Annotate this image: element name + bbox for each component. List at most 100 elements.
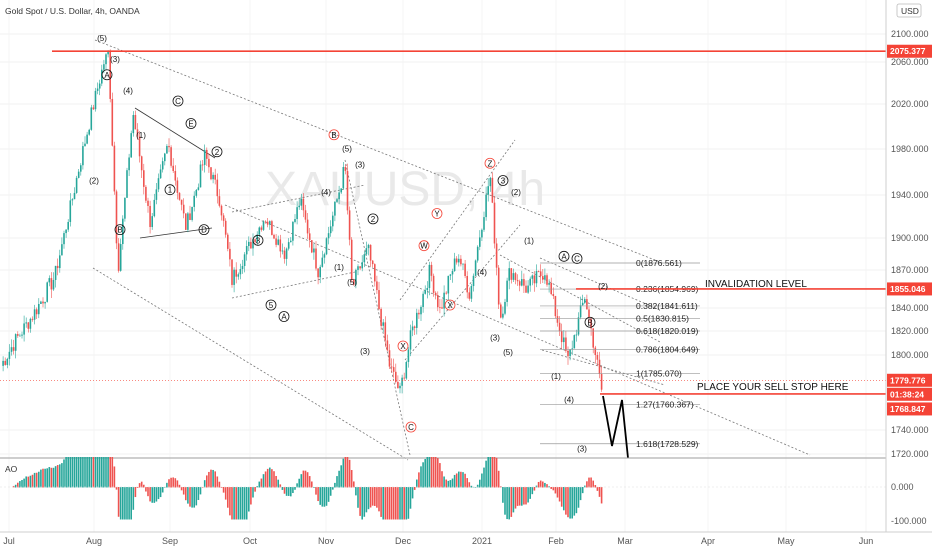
ao-bar bbox=[437, 458, 439, 488]
ao-bar bbox=[600, 487, 603, 504]
candle-body bbox=[525, 285, 527, 293]
candle-body bbox=[533, 275, 536, 284]
candle-body bbox=[48, 278, 51, 283]
price-tag-last-bg bbox=[887, 373, 932, 387]
time-axis[interactable]: Jul Aug Sep Oct Nov Dec 2021 Feb Mar Apr May Jun bbox=[3, 536, 873, 546]
candle-body bbox=[229, 248, 231, 260]
ao-bar bbox=[376, 487, 378, 508]
candle-body bbox=[14, 334, 17, 351]
ao-bar bbox=[565, 487, 567, 515]
ao-bar bbox=[69, 457, 72, 488]
ao-bar bbox=[502, 487, 504, 503]
wave-label: (3) bbox=[360, 347, 370, 356]
candle-body bbox=[544, 275, 546, 280]
wave-label-circle bbox=[497, 175, 509, 186]
ao-bar bbox=[533, 487, 536, 491]
candle-body bbox=[579, 305, 582, 318]
wave-label: 2 bbox=[371, 215, 376, 224]
candle-body bbox=[323, 254, 326, 258]
candle-body bbox=[212, 174, 214, 180]
candle-body bbox=[82, 146, 84, 166]
wave-label: (1) bbox=[334, 263, 344, 272]
candle-body bbox=[319, 266, 321, 278]
candle-body bbox=[6, 358, 9, 365]
candle-body bbox=[224, 220, 227, 235]
ao-bar bbox=[365, 487, 368, 513]
price-axis[interactable]: 2100.000 2060.000 2020.000 1980.000 1940.000… bbox=[891, 29, 929, 459]
candle-body bbox=[134, 114, 137, 130]
candle-body bbox=[552, 294, 555, 297]
time-tick-label: Aug bbox=[86, 536, 102, 546]
candle-body bbox=[380, 308, 382, 326]
price-tag-countdown-bg bbox=[887, 387, 932, 401]
ao-bar bbox=[388, 487, 391, 520]
candle-body bbox=[571, 348, 573, 350]
ao-bar bbox=[277, 479, 279, 488]
candle-body bbox=[296, 207, 298, 220]
price-tag-level-bg bbox=[887, 282, 932, 296]
ao-bar bbox=[359, 487, 361, 516]
ao-bar bbox=[75, 457, 78, 488]
ao-bar bbox=[306, 472, 309, 488]
ao-bar bbox=[126, 487, 128, 520]
ao-bar bbox=[544, 482, 546, 488]
wave-label: 5 bbox=[269, 301, 274, 310]
candle-body bbox=[426, 287, 429, 291]
candle-body bbox=[445, 292, 447, 294]
candle-body bbox=[382, 322, 384, 326]
ao-bar bbox=[260, 478, 263, 488]
candle-body bbox=[512, 273, 515, 280]
candle-body bbox=[308, 233, 311, 241]
ao-bar bbox=[59, 464, 61, 488]
currency-button[interactable] bbox=[896, 3, 922, 18]
ao-bar bbox=[56, 465, 59, 488]
candle-body bbox=[374, 264, 376, 282]
ao-bar bbox=[313, 487, 315, 488]
candle-body bbox=[40, 301, 42, 304]
ao-bar bbox=[262, 474, 265, 488]
ao-bar bbox=[489, 457, 492, 488]
ao-bar bbox=[416, 479, 418, 488]
candle-body bbox=[153, 199, 156, 217]
candle-body bbox=[325, 238, 328, 255]
ao-bar bbox=[266, 468, 269, 488]
candle-body bbox=[119, 244, 122, 271]
ao-bar bbox=[386, 487, 389, 520]
price-tag-level-bg bbox=[887, 44, 932, 58]
ao-bar bbox=[405, 487, 408, 520]
ao-bar bbox=[218, 481, 221, 488]
ao-bar bbox=[248, 487, 250, 512]
candle-body bbox=[502, 313, 504, 318]
candle-body bbox=[227, 234, 229, 249]
candle-body bbox=[550, 282, 552, 295]
wave-label-circle bbox=[444, 299, 456, 311]
ao-bar bbox=[592, 480, 594, 488]
candle-body bbox=[178, 192, 181, 200]
ao-bar bbox=[38, 471, 40, 488]
candle-body bbox=[569, 349, 571, 357]
candle-body bbox=[365, 248, 368, 255]
ao-bar bbox=[199, 487, 202, 495]
candle-body bbox=[313, 248, 315, 253]
ao-bar bbox=[77, 457, 80, 488]
ao-bar bbox=[590, 477, 592, 488]
candle-body bbox=[149, 205, 151, 227]
candle-body bbox=[407, 349, 410, 362]
time-tick-label: Jul bbox=[3, 536, 15, 546]
candle-body bbox=[117, 243, 120, 271]
candle-body bbox=[250, 241, 252, 249]
ao-bar bbox=[382, 487, 384, 520]
candle-body bbox=[560, 331, 563, 343]
ao-bar bbox=[311, 481, 313, 488]
trendline-lower-channel bbox=[92, 267, 409, 461]
ao-bar bbox=[535, 485, 538, 488]
time-tick-label: Sep bbox=[162, 536, 178, 546]
candle-body bbox=[17, 334, 19, 336]
fib-label: 1(1785.070) bbox=[636, 369, 682, 379]
ao-bar bbox=[527, 487, 529, 503]
candle-body bbox=[56, 265, 59, 269]
candle-body bbox=[458, 258, 460, 263]
ao-bar bbox=[136, 487, 139, 488]
candle-body bbox=[575, 334, 578, 336]
